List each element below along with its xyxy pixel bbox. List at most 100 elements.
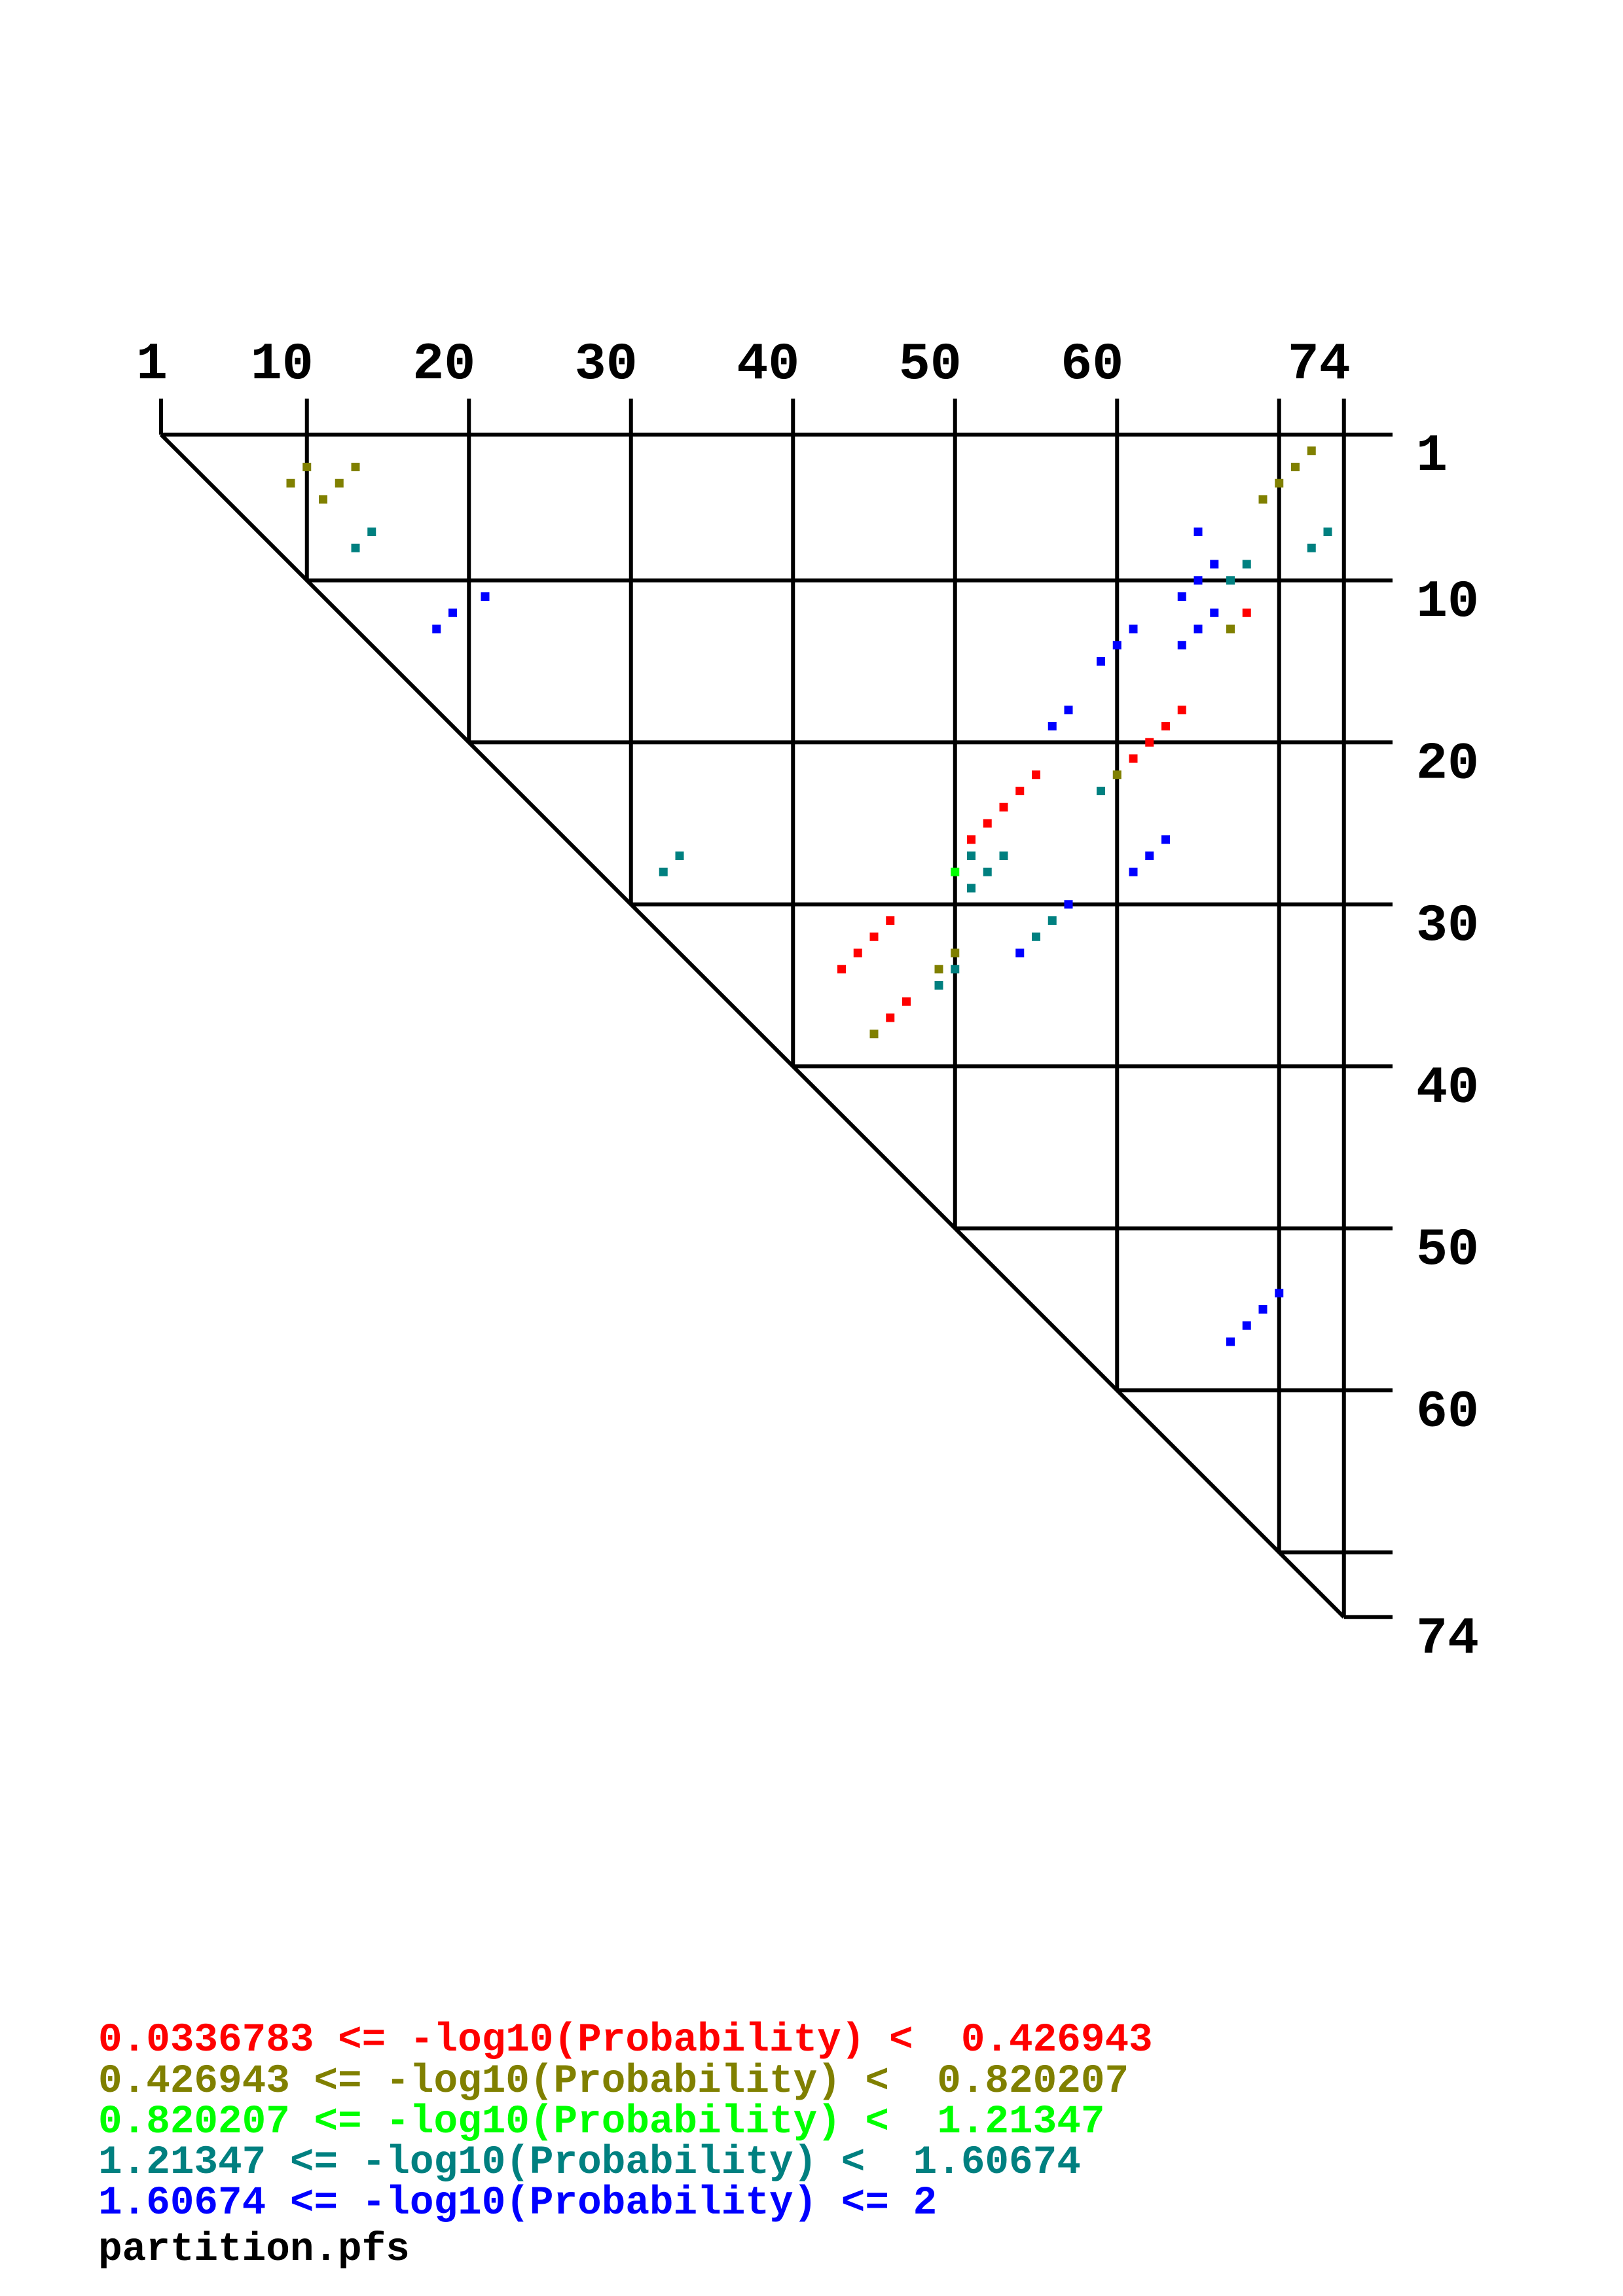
probability-dot (1226, 1337, 1235, 1346)
probability-dot (1177, 592, 1186, 601)
probability-dot (335, 478, 344, 488)
probability-dot (1291, 463, 1300, 471)
probability-dot (886, 1013, 895, 1022)
probability-dot (999, 802, 1008, 812)
y-tick-label: 50 (1416, 1221, 1479, 1280)
probability-dot (951, 965, 960, 974)
probability-dots (286, 446, 1332, 1346)
x-tick-label: 10 (251, 335, 314, 395)
probability-dot (1242, 1321, 1251, 1330)
x-tick-label: 1 (136, 335, 168, 395)
probability-dot (351, 543, 360, 552)
probability-dot (886, 916, 895, 925)
probability-dot (1275, 1289, 1284, 1298)
x-tick-label: 60 (1061, 335, 1123, 395)
probability-dot (983, 867, 992, 876)
probability-dot (1048, 722, 1057, 730)
probability-dot (1032, 932, 1040, 941)
legend: 0.0336783 <= -log10(Probability) < 0.426… (98, 2018, 1153, 2272)
x-tick-label: 50 (899, 335, 962, 395)
axis-tick-labels: 1 10 20 30 40 50 60 74 1 10 20 30 40 50 60 74 (136, 335, 1479, 1669)
y-tick-label: 74 (1416, 1609, 1479, 1669)
legend-entry-blue: 1.60674 <= -log10(Probability) <= 2 (98, 2181, 937, 2226)
y-tick-label: 10 (1416, 573, 1479, 632)
probability-dot (1194, 528, 1203, 536)
legend-entry-teal: 1.21347 <= -log10(Probability) < 1.60674 (98, 2140, 1081, 2185)
probability-dot (1210, 560, 1219, 569)
probability-dot (1064, 706, 1073, 715)
probability-dot (853, 948, 862, 958)
probability-dot (1226, 576, 1235, 585)
probability-dot (302, 463, 312, 471)
probability-dot (1275, 478, 1284, 488)
probability-dot (1129, 867, 1138, 876)
probability-dot (934, 981, 943, 990)
x-tick-label: 74 (1288, 335, 1351, 395)
probability-dot (1129, 754, 1138, 763)
y-tick-label: 20 (1416, 734, 1479, 794)
probability-dot (367, 528, 376, 536)
probability-dot (1177, 706, 1186, 715)
probability-dot (1307, 543, 1316, 552)
probability-dot (1161, 835, 1170, 844)
plot-grid (159, 399, 1393, 1619)
probability-dot (869, 932, 879, 941)
probability-dot (286, 478, 295, 488)
diagonal-line (159, 433, 1345, 1619)
probability-dot (448, 608, 457, 617)
probability-dot (481, 592, 490, 601)
probability-dot (951, 948, 960, 958)
probability-dot (1145, 852, 1154, 860)
probability-dot (967, 835, 976, 844)
probability-dot (1112, 770, 1122, 780)
probability-dot (1064, 900, 1073, 909)
probability-dot (1145, 738, 1154, 747)
probability-dot (432, 624, 441, 634)
probability-dot (675, 852, 684, 860)
probability-dot (319, 495, 327, 504)
legend-entry-olive: 0.426943 <= -log10(Probability) < 0.8202… (98, 2059, 1129, 2104)
probability-dot (1112, 641, 1122, 650)
legend-entry-red: 0.0336783 <= -log10(Probability) < 0.426… (98, 2018, 1153, 2063)
y-tick-label: 30 (1416, 897, 1479, 956)
probability-dot (1194, 576, 1203, 585)
probability-dot (1097, 787, 1105, 795)
y-tick-label: 1 (1416, 427, 1448, 486)
legend-entry-green: 0.820207 <= -log10(Probability) < 1.2134… (98, 2100, 1104, 2145)
probability-dot (999, 852, 1008, 860)
probability-dot (1226, 624, 1235, 634)
x-tick-label: 30 (575, 335, 638, 395)
probability-dot (1048, 916, 1057, 925)
probability-dot (351, 463, 360, 471)
probability-dot (1210, 608, 1219, 617)
probability-dot (1129, 624, 1138, 634)
y-tick-label: 40 (1416, 1058, 1479, 1118)
probability-dot (1307, 446, 1316, 456)
x-tick-label: 20 (412, 335, 475, 395)
probability-dot (1242, 560, 1251, 569)
probability-dot (902, 997, 911, 1006)
probability-dot (967, 852, 976, 860)
probability-dot (1161, 722, 1170, 730)
x-tick-label: 40 (737, 335, 799, 395)
probability-dot (983, 819, 992, 828)
probability-dot (1258, 1305, 1267, 1314)
probability-dot (659, 867, 668, 876)
probability-dot (1177, 641, 1186, 650)
probability-dot (1258, 495, 1267, 504)
probability-dot (934, 965, 943, 974)
probability-dot (951, 867, 960, 876)
y-tick-label: 60 (1416, 1382, 1479, 1442)
probability-dot (1242, 608, 1251, 617)
probability-dot (1015, 787, 1025, 795)
probability-dot (869, 1030, 879, 1039)
filename-label: partition.pfs (98, 2227, 410, 2272)
probability-dot (1015, 948, 1025, 958)
probability-dot (1097, 657, 1105, 666)
probability-dot (1194, 624, 1203, 634)
probability-dot (1323, 528, 1332, 536)
probability-dot (1032, 770, 1040, 780)
probability-dot (837, 965, 846, 974)
probability-dot (967, 884, 976, 893)
